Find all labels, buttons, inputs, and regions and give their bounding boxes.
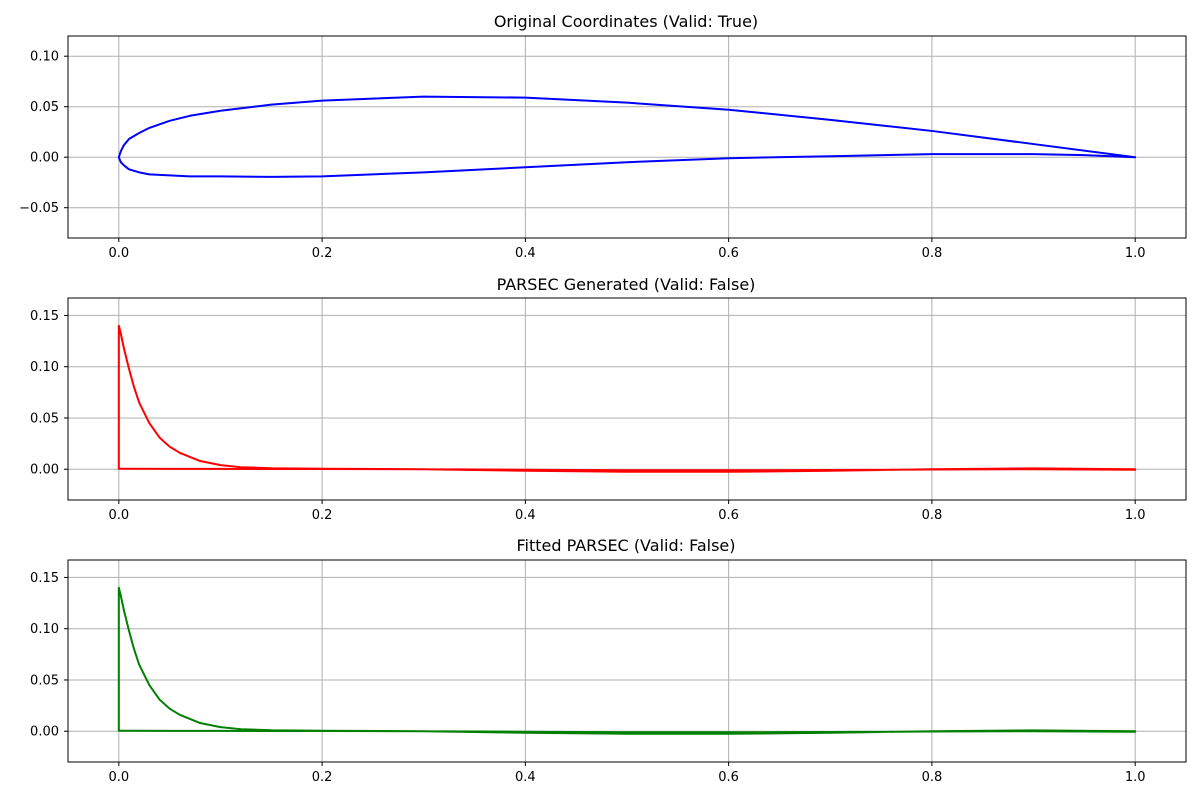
panel-title: Original Coordinates (Valid: True): [494, 12, 758, 31]
x-tick-label: 0.6: [718, 508, 739, 523]
x-tick-label: 0.4: [515, 246, 536, 261]
y-tick-label: 0.05: [30, 411, 59, 426]
y-tick-label: 0.00: [30, 463, 59, 478]
y-tick-label: 0.00: [30, 151, 59, 166]
panel-original-coordinates: Original Coordinates (Valid: True) 0.0 0.…: [19, 12, 1187, 261]
y-tick-label: 0.15: [30, 309, 59, 324]
axes-frame: [67, 297, 1187, 501]
y-tick-label: −0.05: [19, 201, 59, 216]
y-tick-label: 0.10: [30, 622, 59, 637]
x-tick-label: 0.8: [922, 508, 943, 523]
x-tick-label: 0.2: [312, 508, 333, 523]
x-tick-label: 0.4: [515, 770, 536, 785]
x-tick-label: 0.2: [312, 770, 333, 785]
panel-title: PARSEC Generated (Valid: False): [497, 275, 756, 294]
y-tick-label: 0.00: [30, 725, 59, 740]
panel-parsec-generated: PARSEC Generated (Valid: False) 0.0 0.2 0.…: [30, 275, 1187, 523]
y-tick-label: 0.10: [30, 360, 59, 375]
panel-fitted-parsec: Fitted PARSEC (Valid: False) 0.0 0.2 0.4 0.…: [30, 536, 1187, 785]
x-tick-label: 1.0: [1125, 770, 1146, 785]
x-tick-label: 0.2: [312, 246, 333, 261]
axes-frame: [67, 35, 1187, 239]
series-line: [117, 586, 1137, 735]
y-tick-label: 0.05: [30, 100, 59, 115]
y-tick-label: 0.15: [30, 571, 59, 586]
x-tick-label: 0.8: [922, 770, 943, 785]
x-tick-label: 0.0: [108, 246, 129, 261]
axes-frame: [67, 559, 1187, 763]
y-tick-label: 0.05: [30, 673, 59, 688]
panel-title: Fitted PARSEC (Valid: False): [516, 536, 735, 555]
x-tick-label: 1.0: [1125, 508, 1146, 523]
x-tick-label: 0.0: [108, 770, 129, 785]
x-tick-label: 0.8: [922, 246, 943, 261]
x-tick-label: 0.0: [108, 508, 129, 523]
series-line: [117, 95, 1137, 178]
x-tick-label: 0.6: [718, 246, 739, 261]
x-tick-label: 0.4: [515, 508, 536, 523]
x-tick-label: 0.6: [718, 770, 739, 785]
x-tick-label: 1.0: [1125, 246, 1146, 261]
series-line: [117, 324, 1137, 473]
y-tick-label: 0.10: [30, 50, 59, 65]
